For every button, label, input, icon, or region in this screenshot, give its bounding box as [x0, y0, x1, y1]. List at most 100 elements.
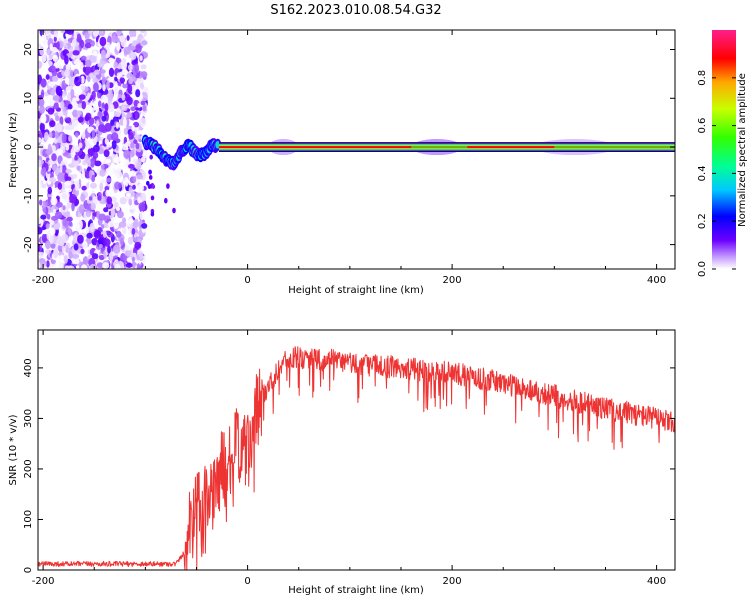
heatmap-noise-blob [106, 177, 112, 183]
heatmap-noise-blob [125, 177, 129, 187]
heatmap-noise-blob [58, 238, 65, 247]
heatmap-noise-blob [127, 215, 133, 225]
heatmap-noise-blob [106, 196, 113, 205]
heatmap-noise-blob [111, 132, 119, 141]
heatmap-noise-blob [99, 57, 108, 65]
spectrogram-frame [37, 29, 676, 270]
heatmap-noise-blob [40, 214, 47, 220]
heatmap-noise-blob [121, 105, 126, 111]
heatmap-noise-blob [46, 213, 51, 220]
heatmap-noise-blob [63, 211, 71, 217]
heatmap-noise-blob [127, 83, 133, 94]
heatmap-noise-blob [88, 117, 95, 126]
heatmap-noise-blob [112, 244, 121, 254]
heatmap-noise-blob [76, 110, 82, 116]
heatmap-noise-blob [66, 85, 73, 91]
heatmap-noise-blob [50, 88, 56, 96]
heatmap-noise-blob [99, 169, 106, 177]
carrier-band-segment [554, 146, 675, 149]
heatmap-noise-blob [134, 134, 141, 140]
snr-panel: -200 0 200 400 0 100 200 300 400 Height of strai… [8, 329, 676, 596]
heatmap-noise-blob [129, 150, 135, 158]
heatmap-noise-blob [81, 131, 86, 140]
heatmap-noise-blob [128, 30, 137, 37]
heatmap-noise-blob [120, 237, 124, 246]
heatmap-noise-blob [65, 176, 72, 182]
heatmap-signal-blob [166, 183, 170, 189]
heatmap-noise-blob [61, 164, 67, 174]
heatmap-noise-blob [94, 69, 100, 76]
heatmap-noise-blob [89, 169, 93, 179]
heatmap-noise-blob [106, 80, 110, 90]
heatmap-noise-blob [128, 78, 133, 85]
heatmap-noise-blob [140, 82, 144, 90]
heatmap-noise-blob [130, 142, 135, 149]
heatmap-noise-blob [72, 233, 78, 243]
heatmap-noise-blob [77, 116, 84, 123]
heatmap-noise-blob [118, 182, 122, 189]
heatmap-noise-blob [65, 187, 72, 193]
heatmap-noise-blob [133, 121, 140, 128]
heatmap-noise-blob [115, 121, 119, 129]
heatmap-noise-blob [97, 62, 105, 68]
heatmap-noise-blob [45, 223, 50, 230]
heatmap-noise-blob [62, 90, 67, 96]
heatmap-noise-blob [122, 118, 127, 128]
heatmap-noise-blob [122, 227, 127, 235]
heatmap-noise-blob [116, 210, 124, 219]
heatmap-noise-blob [44, 131, 49, 141]
heatmap-noise-blob [87, 92, 91, 99]
snr-x-tick-label: 200 [443, 576, 462, 587]
heatmap-noise-blob [67, 41, 71, 50]
snr-y-axis-label: SNR (10 * v/v) [8, 414, 19, 485]
heatmap-noise-blob [87, 159, 91, 167]
heatmap-noise-blob [56, 41, 60, 50]
spectrogram-x-tick-label: 400 [647, 275, 666, 286]
heatmap-noise-blob [40, 78, 47, 88]
heatmap-noise-blob [39, 199, 43, 206]
heatmap-noise-blob [63, 255, 68, 264]
heatmap-noise-blob [53, 138, 58, 144]
heatmap-noise-blob [39, 46, 45, 56]
heatmap-noise-blob [131, 228, 136, 235]
heatmap-noise-blob [121, 69, 128, 76]
heatmap-noise-blob [42, 207, 47, 213]
heatmap-noise-blob [73, 258, 80, 265]
heatmap-noise-blob [140, 30, 146, 34]
heatmap-noise-blob [38, 251, 44, 257]
heatmap-noise-blob [45, 249, 50, 255]
heatmap-noise-blob [109, 251, 114, 262]
heatmap-noise-blob [57, 251, 65, 256]
heatmap-noise-blob [48, 99, 55, 106]
heatmap-noise-blob [125, 192, 131, 197]
heatmap-noise-blob [75, 132, 79, 138]
heatmap-noise-blob [55, 201, 63, 208]
heatmap-noise-blob [65, 117, 72, 124]
spectrogram-x-tick-label: -200 [32, 275, 55, 286]
heatmap-noise-blob [106, 141, 112, 148]
heatmap-noise-blob [100, 94, 107, 101]
heatmap-noise-blob [71, 202, 75, 212]
heatmap-noise-blob [135, 89, 141, 98]
snr-x-axis-label: Height of straight line (km) [288, 585, 424, 596]
heatmap-noise-blob [101, 76, 107, 85]
heatmap-noise-blob [67, 103, 73, 110]
heatmap-noise-blob [127, 236, 133, 245]
heatmap-noise-blob [67, 265, 75, 269]
heatmap-noise-blob [69, 82, 76, 87]
heatmap-noise-blob [137, 183, 144, 192]
heatmap-noise-blob [74, 76, 79, 82]
heatmap-noise-blob [130, 170, 136, 177]
heatmap-noise-blob [61, 182, 65, 190]
heatmap-noise-blob [72, 119, 78, 127]
heatmap-noise-blob [105, 189, 110, 197]
heatmap-noise-blob [126, 112, 132, 119]
heatmap-noise-blob [126, 72, 133, 79]
heatmap-noise-blob [45, 74, 50, 80]
heatmap-noise-blob [65, 144, 70, 151]
snr-x-tick-label: 400 [647, 576, 666, 587]
heatmap-noise-blob [73, 243, 79, 251]
snr-frame [37, 329, 676, 571]
heatmap-noise-blob [126, 35, 130, 41]
heatmap-noise-blob [50, 235, 54, 245]
